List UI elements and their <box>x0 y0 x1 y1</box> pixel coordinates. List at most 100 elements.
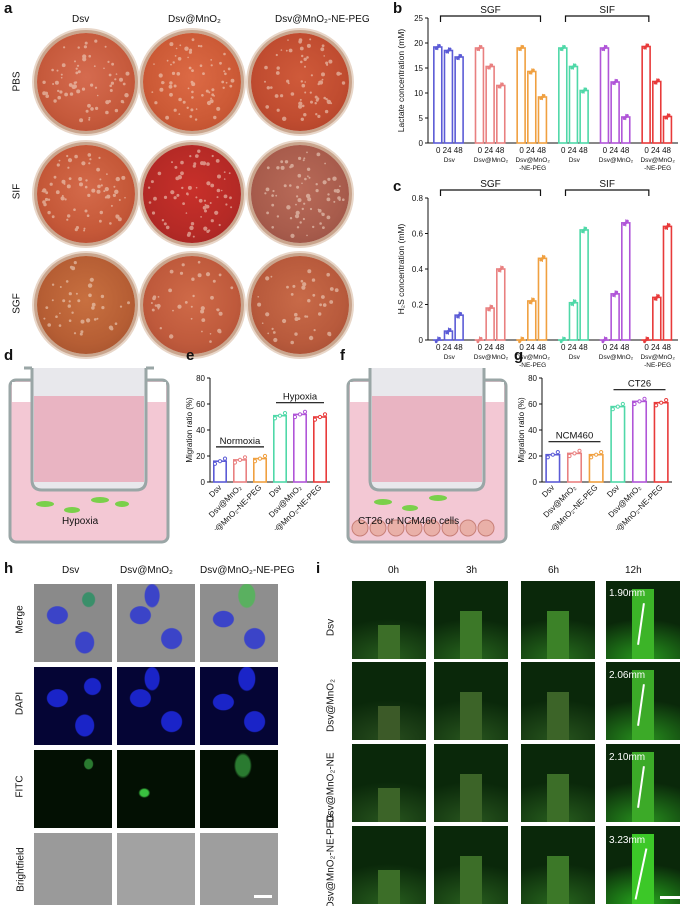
colony <box>221 80 225 84</box>
colony <box>318 80 324 85</box>
x-group-name: Dsv@MnO₂ <box>640 157 675 164</box>
data-point <box>646 336 650 340</box>
panel-label-b: b <box>393 0 403 17</box>
i-col-header-3: 6h <box>548 565 560 576</box>
data-point <box>292 414 298 420</box>
colony <box>184 301 188 304</box>
colony <box>295 203 297 206</box>
bar <box>662 115 673 144</box>
colony <box>220 189 223 192</box>
colony <box>301 104 305 108</box>
colony <box>197 260 201 264</box>
agar-plate-pbs-dsv <box>37 33 135 131</box>
bar <box>273 414 288 483</box>
colony <box>307 175 309 178</box>
colony <box>53 99 57 103</box>
colony <box>170 190 175 195</box>
x-group-name: Dsv@MnO₂ <box>515 157 550 164</box>
colony <box>300 60 303 64</box>
colony <box>186 233 191 237</box>
x-group-name: Dsv@MnO₂ <box>640 354 675 361</box>
colony <box>306 234 308 237</box>
colony <box>108 73 112 77</box>
colony <box>169 92 173 97</box>
data-point <box>644 338 648 342</box>
micrograph-brightfield-nepeg <box>200 833 278 905</box>
colony <box>193 162 197 166</box>
colony <box>74 154 78 159</box>
bar <box>496 84 506 144</box>
colony <box>161 219 165 222</box>
x-tick-label: 0 24 48 <box>603 146 630 155</box>
colony <box>332 176 337 181</box>
colony <box>89 277 94 282</box>
colony <box>111 62 114 66</box>
colony <box>171 71 176 75</box>
colony <box>301 54 304 58</box>
colony <box>216 106 221 111</box>
x-tick-label: Dsv <box>605 483 621 499</box>
colony <box>159 87 164 92</box>
colony <box>210 183 215 188</box>
colony <box>316 152 321 157</box>
data-point <box>448 47 452 51</box>
colony <box>67 304 72 308</box>
i-col-header-2: 3h <box>466 565 478 576</box>
colony <box>204 209 207 213</box>
data-point <box>567 453 572 459</box>
colony <box>222 86 225 90</box>
y-axis-label: Migration ratio (%) <box>185 397 194 463</box>
colony <box>201 94 204 97</box>
colony <box>178 97 182 102</box>
data-point <box>490 304 494 308</box>
colony <box>315 183 318 186</box>
colony <box>43 317 46 320</box>
group-label-0: NCM460 <box>556 431 594 442</box>
colony <box>93 65 96 68</box>
colony <box>294 214 300 219</box>
data-point <box>615 404 620 409</box>
colony <box>202 205 207 210</box>
colony <box>51 283 55 286</box>
a-col-header-2: Dsv@MnO₂ <box>168 14 221 25</box>
x-tick-label: 0 24 48 <box>561 343 588 352</box>
colony <box>306 315 309 318</box>
group-label-1: SIF <box>599 180 615 190</box>
colony <box>334 288 339 293</box>
colony <box>199 64 203 67</box>
data-point <box>577 448 582 453</box>
bar <box>537 257 548 341</box>
migration-image <box>434 581 508 659</box>
colony <box>298 156 302 160</box>
colony <box>75 292 78 295</box>
colony <box>79 182 83 187</box>
colony <box>96 189 101 194</box>
colony <box>72 84 78 89</box>
colony <box>103 67 105 70</box>
x-tick-label: Dsv <box>207 483 223 499</box>
colony <box>324 109 329 114</box>
data-point <box>539 258 543 262</box>
x-group-name: Dsv@MnO₂ <box>599 157 634 164</box>
colony <box>191 96 194 99</box>
colony <box>301 83 306 88</box>
colony <box>306 151 308 154</box>
colony <box>216 308 220 312</box>
colony <box>200 306 205 311</box>
colony <box>271 203 275 207</box>
colony <box>308 176 311 179</box>
colony <box>289 217 293 220</box>
colony <box>296 226 300 229</box>
data-point <box>457 313 461 317</box>
data-point <box>542 255 546 258</box>
colony <box>225 203 228 206</box>
colony <box>329 300 334 304</box>
colony <box>301 285 306 290</box>
bar <box>568 301 579 341</box>
colony <box>310 100 313 104</box>
colony <box>45 306 49 309</box>
colony <box>189 155 192 158</box>
colony <box>214 210 219 215</box>
y-tick-label: 60 <box>528 400 537 409</box>
colony <box>321 78 324 81</box>
